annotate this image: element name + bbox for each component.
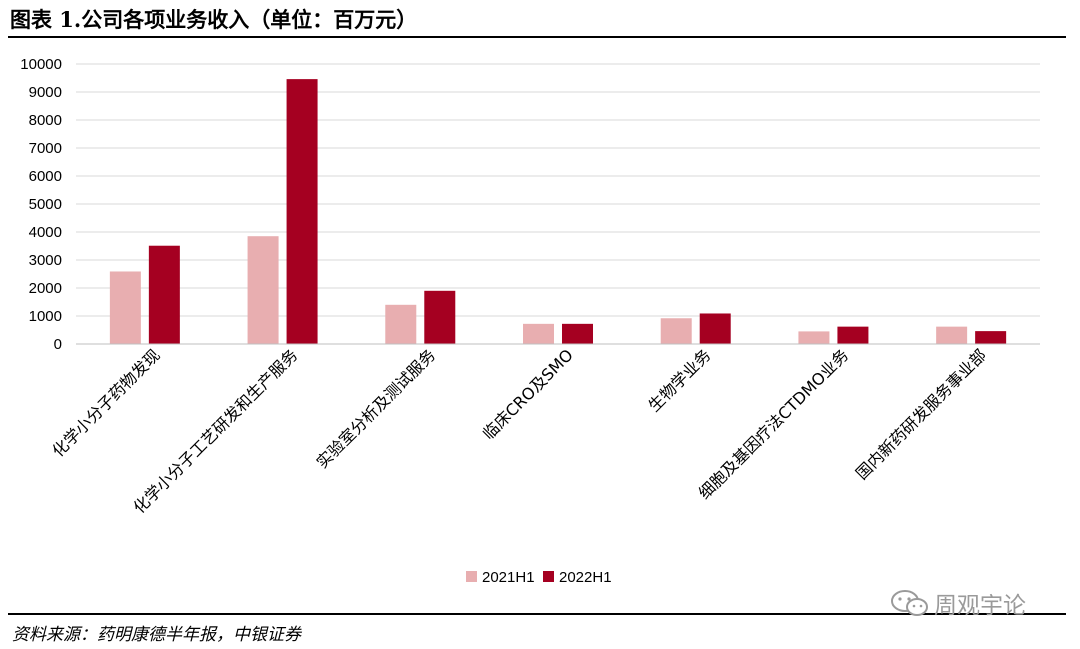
wechat-icon: [891, 590, 928, 616]
y-tick-label: 3000: [29, 252, 62, 269]
bar-2021H1: [523, 323, 554, 344]
watermark: 周观宇论: [890, 586, 1026, 620]
x-tick-label: 化学小分子药物发现: [48, 345, 163, 460]
bottom-rule: [8, 613, 1066, 615]
y-tick-label: 0: [54, 336, 62, 353]
bar-2021H1: [109, 271, 141, 344]
y-tick-label: 9000: [29, 84, 62, 101]
y-tick-label: 5000: [29, 196, 62, 213]
x-tick-label: 国内新药研发服务事业部: [852, 345, 990, 483]
bar-2021H1: [247, 236, 279, 344]
bar-2021H1: [936, 326, 968, 344]
bar-2021H1: [660, 318, 692, 344]
x-tick-label: 细胞及基因疗法CTDMO业务: [695, 345, 852, 502]
y-tick-label: 2000: [29, 280, 62, 297]
bar-2022H1: [975, 331, 1007, 344]
legend-label: 2022H1: [559, 569, 612, 586]
legend: 2021H1 2022H1: [466, 569, 612, 586]
x-tick-label: 实验室分析及测试服务: [313, 345, 440, 472]
source-note: 资料来源：药明康德半年报，中银证券: [12, 625, 301, 645]
x-tick-label: 化学小分子工艺研发和生产服务: [130, 345, 302, 517]
y-tick-label: 1000: [29, 308, 62, 325]
y-tick-label: 4000: [29, 224, 62, 241]
bar-2022H1: [424, 290, 456, 344]
legend-swatch: [466, 571, 477, 582]
y-tick-label: 8000: [29, 112, 62, 129]
bar-2022H1: [148, 245, 180, 344]
y-tick-label: 6000: [29, 168, 62, 185]
bar-2022H1: [837, 326, 869, 344]
x-tick-label: 生物学业务: [645, 345, 715, 415]
top-rule: [8, 36, 1066, 38]
bar-2022H1: [286, 79, 318, 345]
gridlines: [76, 63, 1040, 317]
y-tick-label: 10000: [20, 56, 62, 73]
x-tick-label: 临床CRO及SMO: [479, 345, 577, 443]
bar-2021H1: [385, 304, 417, 344]
figure-title: 图表 1.公司各项业务收入（单位：百万元）: [10, 7, 418, 32]
bars: [109, 79, 1007, 345]
y-axis-ticks: 0 1000 2000 3000 4000 5000 6000 7000 8000 9000 100…: [20, 56, 62, 353]
bar-2022H1: [699, 313, 731, 344]
watermark-text: 周观宇论: [934, 593, 1026, 619]
y-tick-label: 7000: [29, 140, 62, 157]
legend-label: 2021H1: [482, 569, 535, 586]
bar-2022H1: [562, 323, 593, 344]
legend-swatch: [543, 571, 554, 582]
bar-chart: 0 1000 2000 3000 4000 5000 6000 7000 8000 9000 100…: [20, 56, 1040, 586]
bar-2021H1: [798, 331, 830, 344]
